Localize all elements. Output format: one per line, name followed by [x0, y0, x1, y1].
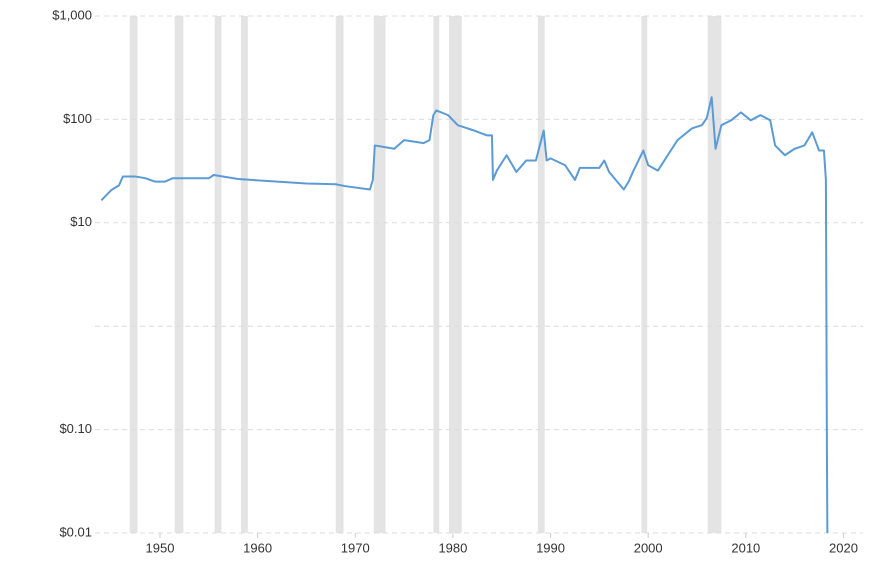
y-tick-label: $0.01 [59, 524, 92, 539]
recession-band [707, 16, 722, 533]
recession-band [433, 16, 440, 533]
recession-band [174, 16, 184, 533]
recession-band [335, 16, 344, 533]
y-tick-label: $1,000 [52, 7, 92, 22]
recession-band [449, 16, 462, 533]
x-tick-label: 1980 [438, 540, 467, 555]
recession-band [537, 16, 545, 533]
recession-band [373, 16, 386, 533]
recession-band [129, 16, 138, 533]
recession-band [214, 16, 222, 533]
recession-band [641, 16, 648, 533]
x-tick-label: 1990 [536, 540, 565, 555]
price-line [100, 96, 829, 534]
x-tick-label: 2010 [731, 540, 760, 555]
x-tick-label: 2000 [634, 540, 663, 555]
y-tick-label: $10 [70, 214, 92, 229]
x-tick-label: 1960 [243, 540, 272, 555]
y-tick-label: $100 [63, 111, 92, 126]
x-tick-label: 1970 [341, 540, 370, 555]
x-tick-label: 1950 [146, 540, 175, 555]
y-tick-label: $0.10 [59, 421, 92, 436]
recession-band [241, 16, 248, 533]
x-tick-label: 2020 [829, 540, 858, 555]
